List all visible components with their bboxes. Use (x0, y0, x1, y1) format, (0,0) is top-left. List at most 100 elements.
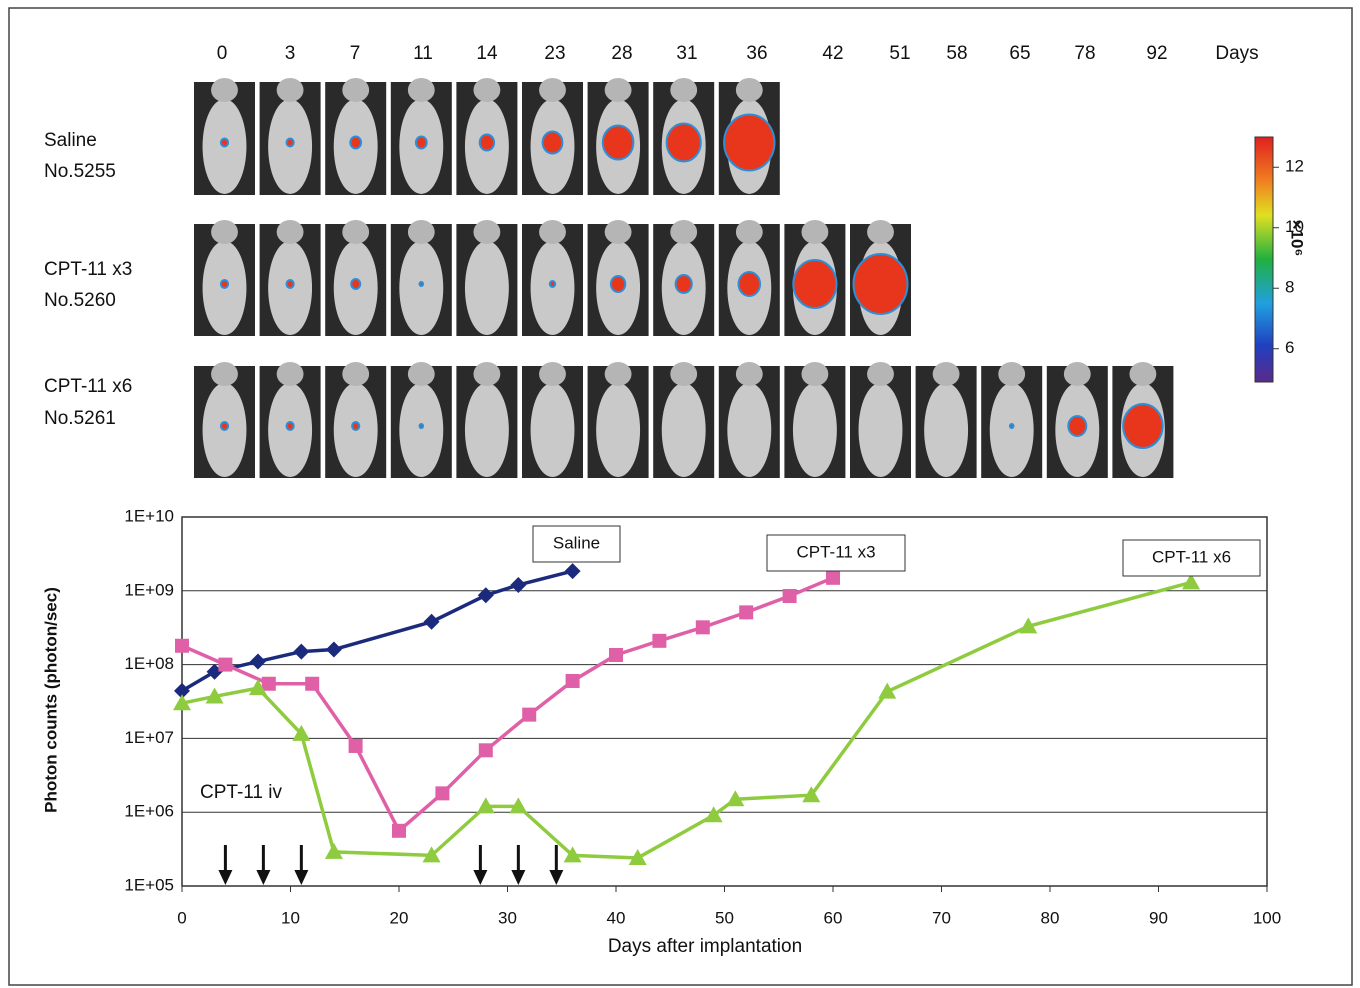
mouse-head (605, 78, 632, 102)
row-id: No.5260 (44, 290, 116, 311)
mouse-image (391, 220, 452, 336)
day-label: 51 (889, 43, 910, 64)
x-tick-label: 40 (607, 908, 626, 927)
x-tick-label: 0 (177, 908, 186, 927)
signal (221, 280, 228, 288)
mouse-body (990, 383, 1034, 477)
mouse-head (539, 78, 566, 102)
annotation: CPT-11 iv (200, 782, 283, 803)
day-label: 36 (746, 43, 767, 64)
mouse-head (670, 78, 697, 102)
mouse-head (539, 220, 566, 244)
mouse-image (653, 220, 714, 336)
mouse-head (1064, 362, 1091, 386)
mouse-image (588, 78, 649, 195)
mouse-head (998, 362, 1025, 386)
dose-arrow (294, 845, 308, 885)
mouse-image (1112, 362, 1173, 478)
signal (352, 422, 359, 430)
signal (287, 139, 294, 147)
point (739, 605, 753, 619)
row-group: Saline (44, 130, 97, 151)
mouse-head (473, 362, 500, 386)
signal (350, 137, 361, 149)
mouse-head (277, 220, 304, 244)
signal (221, 139, 228, 147)
mouse-body (596, 383, 640, 477)
mouse-image (260, 220, 321, 336)
mouse-head (211, 362, 238, 386)
point (305, 677, 319, 691)
colorbar-tick-label: 6 (1285, 338, 1294, 357)
mouse-body (465, 383, 509, 477)
mouse-image (916, 362, 977, 478)
x-axis-title: Days after implantation (608, 936, 802, 957)
signal (603, 126, 634, 160)
mouse-body (924, 383, 968, 477)
mouse-image (588, 220, 649, 336)
mouse-head (670, 220, 697, 244)
day-label: 58 (946, 43, 967, 64)
day-label: 3 (285, 43, 296, 64)
y-tick-label: 1E+06 (124, 802, 174, 821)
signal (739, 272, 761, 296)
day-label: 78 (1074, 43, 1095, 64)
signal (287, 422, 294, 430)
mouse-image (194, 78, 255, 195)
point (478, 587, 494, 603)
mouse-image (719, 362, 780, 478)
x-tick-label: 10 (281, 908, 300, 927)
mouse-body (399, 241, 443, 335)
mouse-image (784, 220, 845, 336)
x-tick-label: 20 (390, 908, 409, 927)
dose-arrow (218, 845, 232, 885)
point (218, 658, 232, 672)
y-tick-label: 1E+05 (124, 875, 174, 894)
signal (480, 135, 494, 151)
mouse-image (456, 362, 517, 478)
signal (543, 132, 563, 154)
mouse-image (325, 78, 386, 195)
day-label: 11 (413, 43, 433, 64)
arrow-head (256, 870, 270, 885)
point (652, 634, 666, 648)
row-group: CPT-11 x3 (44, 259, 132, 280)
y-tick-label: 1E+07 (124, 728, 174, 747)
row-id: No.5255 (44, 161, 116, 182)
mouse-body (859, 383, 903, 477)
day-label: 42 (822, 43, 843, 64)
point (349, 739, 363, 753)
point (566, 674, 580, 688)
mouse-head (867, 220, 894, 244)
mouse-image (719, 220, 780, 336)
mouse-head (408, 220, 435, 244)
point (424, 614, 440, 630)
mouse-head (605, 362, 632, 386)
arrow-head (511, 870, 525, 885)
signal (676, 275, 692, 293)
mouse-head (801, 362, 828, 386)
point (435, 786, 449, 800)
day-label: 65 (1009, 43, 1030, 64)
point (826, 571, 840, 585)
dose-arrow (256, 845, 270, 885)
signal (420, 424, 424, 428)
mouse-image (1047, 362, 1108, 478)
mouse-head (342, 220, 369, 244)
signal (724, 115, 774, 171)
series-label: CPT-11 x3 (796, 542, 875, 561)
mouse-head (342, 78, 369, 102)
day-label: 92 (1146, 43, 1167, 64)
point (479, 743, 493, 757)
mouse-body (793, 383, 837, 477)
mouse-image (522, 220, 583, 336)
mouse-image (391, 78, 452, 195)
y-tick-label: 1E+10 (124, 506, 174, 525)
day-label: 28 (611, 43, 632, 64)
series-label: Saline (553, 533, 600, 552)
mouse-head (277, 362, 304, 386)
day-label: 14 (476, 43, 498, 64)
point (175, 639, 189, 653)
mouse-image (456, 220, 517, 336)
signal (793, 260, 836, 308)
